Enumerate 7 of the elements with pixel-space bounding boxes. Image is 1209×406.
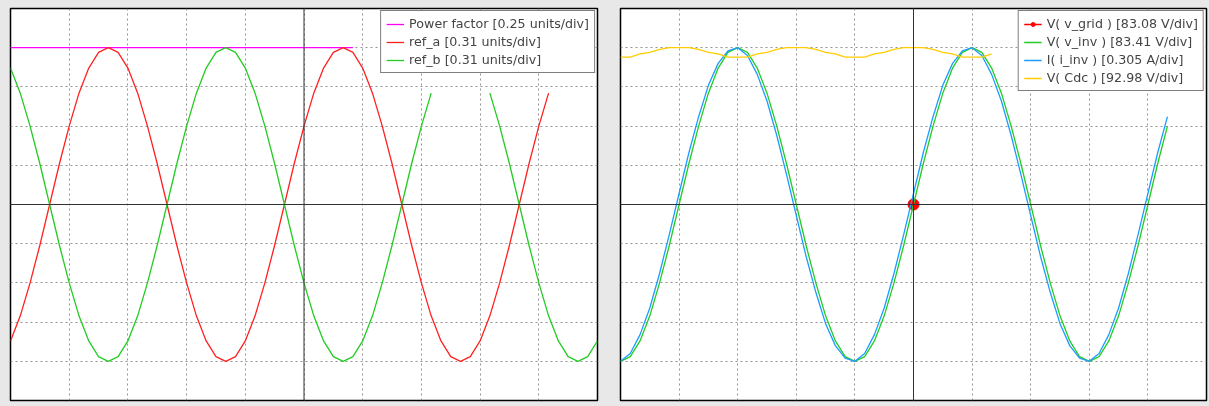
legend-label: V( v_grid ) [83.08 V/div] — [1046, 16, 1198, 31]
legend-label: Power factor [0.25 units/div] — [409, 16, 589, 31]
legend-label: V( Cdc ) [92.98 V/div] — [1046, 70, 1184, 85]
legend-label: V( v_inv ) [83.41 V/div] — [1046, 34, 1193, 49]
legend-label: ref_b [0.31 units/div] — [409, 52, 542, 67]
legend-label: I( i_inv ) [0.305 A/div] — [1046, 52, 1184, 67]
legend-label: ref_a [0.31 units/div] — [409, 34, 541, 49]
